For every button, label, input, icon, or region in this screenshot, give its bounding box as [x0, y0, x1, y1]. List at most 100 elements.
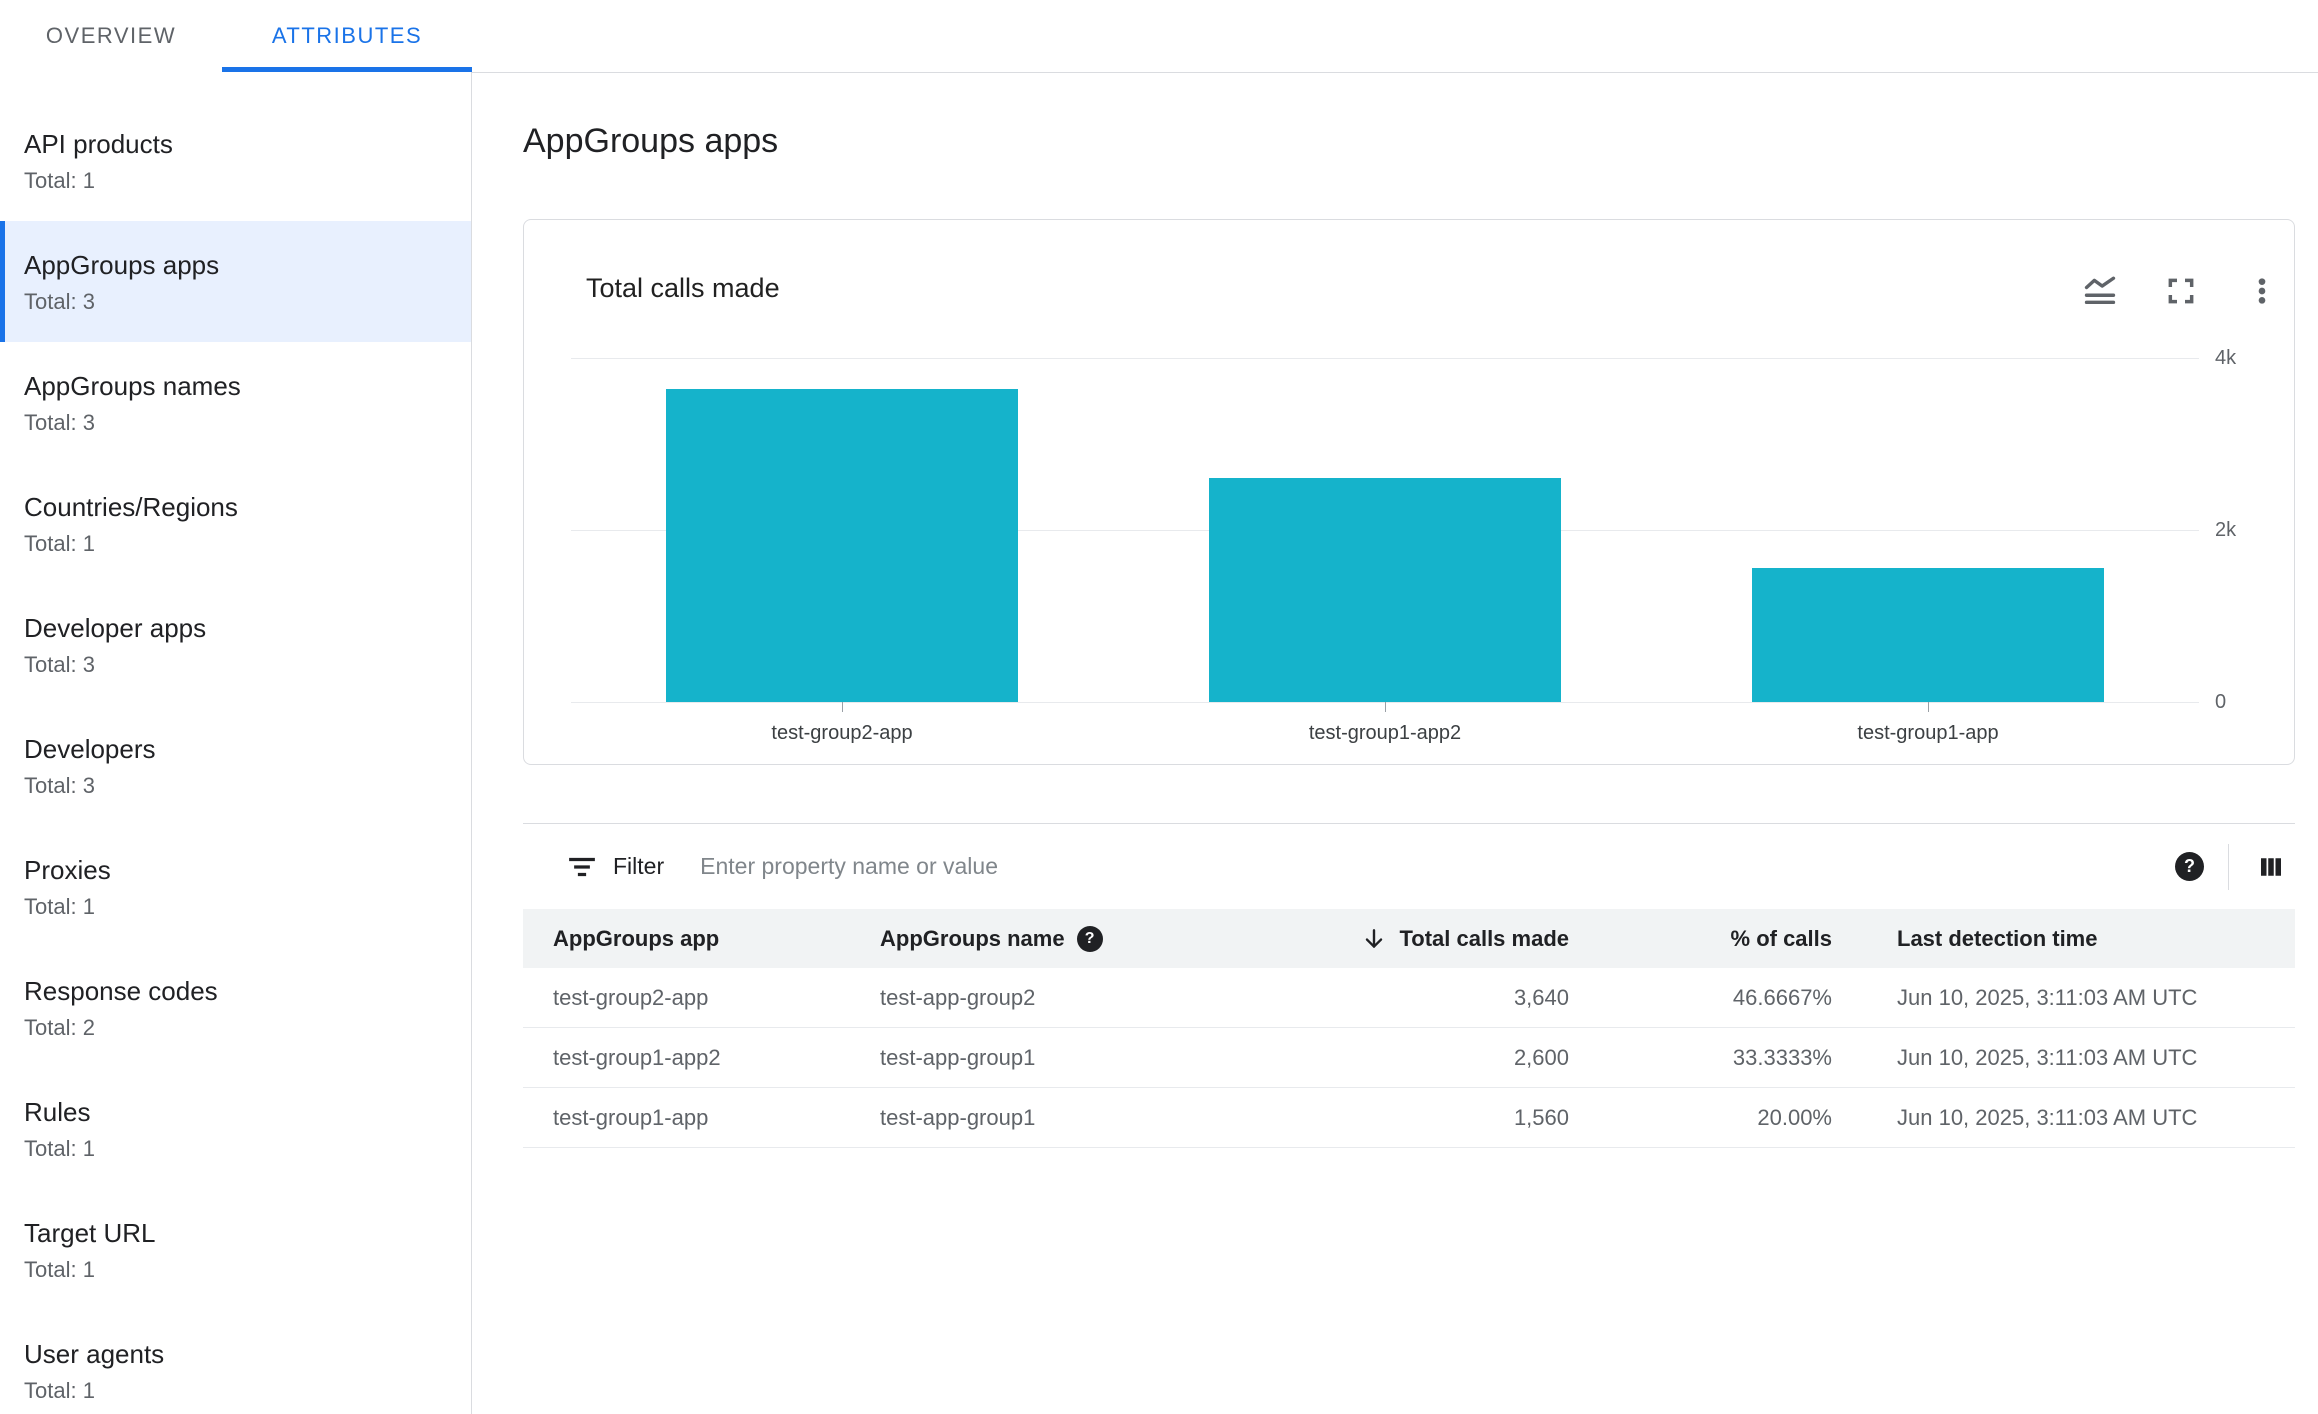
column-header-appgroups-app[interactable]: AppGroups app — [553, 925, 720, 951]
page-title: AppGroups apps — [523, 122, 779, 160]
sidebar-item-label: API products — [24, 128, 173, 159]
cell-appgroups-app: test-group1-app — [553, 1104, 709, 1130]
sidebar-item-total: Total: 1 — [24, 1256, 95, 1282]
sidebar-item-countries-regions[interactable]: Countries/Regions Total: 1 — [0, 463, 471, 584]
column-header-percent-of-calls[interactable]: % of calls — [1730, 925, 1832, 951]
column-header-last-detection-time[interactable]: Last detection time — [1897, 925, 2098, 951]
filter-icon — [569, 857, 595, 876]
tab-overview[interactable]: OVERVIEW — [0, 0, 222, 72]
column-settings-button[interactable] — [2253, 849, 2289, 885]
sidebar-item-developers[interactable]: Developers Total: 3 — [0, 705, 471, 826]
bar-chart: 4k 2k 0 test-group2-app test-group1-app2… — [524, 220, 2294, 764]
x-axis-tick — [1928, 702, 1929, 712]
more-vert-icon — [2258, 278, 2266, 304]
chart-card-actions — [2082, 273, 2280, 309]
sidebar-item-total: Total: 3 — [24, 772, 95, 798]
bar-test-group2-app[interactable] — [666, 389, 1018, 702]
sidebar-item-label: AppGroups apps — [24, 249, 220, 280]
attributes-table-section: Filter ? AppGroups app AppGroups name ? — [523, 823, 2295, 1148]
x-axis-tick — [842, 702, 843, 712]
chart-type-icon — [2084, 276, 2116, 305]
sidebar-item-total: Total: 2 — [24, 1014, 95, 1040]
sidebar-item-appgroups-names[interactable]: AppGroups names Total: 3 — [0, 342, 471, 463]
tab-attributes[interactable]: ATTRIBUTES — [222, 0, 472, 72]
sidebar-item-label: AppGroups names — [24, 370, 241, 401]
fullscreen-button[interactable] — [2163, 273, 2199, 309]
gridline-4k — [571, 358, 2199, 359]
filter-row: Filter ? — [523, 824, 2295, 909]
sidebar-item-appgroups-apps[interactable]: AppGroups apps Total: 3 — [0, 221, 471, 342]
tab-attributes-label: ATTRIBUTES — [271, 23, 423, 48]
sidebar-item-total: Total: 3 — [24, 651, 95, 677]
filter-input[interactable] — [698, 852, 2175, 881]
x-axis-tick — [1385, 702, 1386, 712]
sidebar-item-total: Total: 3 — [24, 409, 95, 435]
y-axis-tick-label: 0 — [2215, 691, 2227, 713]
tab-overview-label: OVERVIEW — [45, 23, 177, 48]
table-row: test-group1-app2 test-app-group1 2,600 3… — [523, 1028, 2295, 1088]
more-options-button[interactable] — [2244, 273, 2280, 309]
sort-descending-icon — [1361, 926, 1387, 952]
cell-total-calls: 3,640 — [1513, 984, 1569, 1010]
sidebar-item-label: Developers — [24, 733, 156, 764]
table-header-row: AppGroups app AppGroups name ? Total cal… — [523, 909, 2295, 968]
cell-appgroups-app: test-group1-app2 — [553, 1044, 721, 1070]
sidebar-item-total: Total: 3 — [24, 288, 95, 314]
sidebar-item-label: User agents — [24, 1338, 165, 1369]
x-axis-category-label: test-group1-app — [1857, 722, 1999, 744]
sidebar-item-developer-apps[interactable]: Developer apps Total: 3 — [0, 584, 471, 705]
filter-label: Filter — [613, 853, 665, 879]
cell-percent-calls: 20.00% — [1757, 1104, 1832, 1130]
table-row: test-group1-app test-app-group1 1,560 20… — [523, 1088, 2295, 1148]
sidebar-item-total: Total: 1 — [24, 893, 95, 919]
fullscreen-icon — [2168, 278, 2194, 304]
filter-row-divider — [2228, 843, 2229, 890]
column-header-appgroups-name[interactable]: AppGroups name ? — [880, 909, 1310, 968]
sidebar-item-proxies[interactable]: Proxies Total: 1 — [0, 826, 471, 947]
sidebar-item-label: Rules — [24, 1096, 91, 1127]
table-help-button[interactable]: ? — [2175, 852, 2204, 881]
sidebar-item-rules[interactable]: Rules Total: 1 — [0, 1068, 471, 1189]
chart-card: Total calls made — [523, 219, 2295, 765]
y-axis-tick-label: 4k — [2215, 347, 2237, 369]
sidebar-item-label: Developer apps — [24, 612, 207, 643]
cell-percent-calls: 46.6667% — [1732, 984, 1832, 1010]
table-row: test-group2-app test-app-group2 3,640 46… — [523, 968, 2295, 1028]
sidebar-item-response-codes[interactable]: Response codes Total: 2 — [0, 947, 471, 1068]
active-tab-underline — [222, 67, 472, 72]
appgroups-name-help-icon[interactable]: ? — [1076, 925, 1103, 952]
cell-last-detection: Jun 10, 2025, 3:11:03 AM UTC — [1897, 984, 2198, 1010]
cell-appgroups-name: test-app-group2 — [880, 984, 1036, 1010]
sidebar-item-total: Total: 1 — [24, 1135, 95, 1161]
cell-last-detection: Jun 10, 2025, 3:11:03 AM UTC — [1897, 1044, 2198, 1070]
sidebar-item-label: Proxies — [24, 854, 111, 885]
sidebar-item-total: Total: 1 — [24, 167, 95, 193]
sidebar-item-user-agents[interactable]: User agents Total: 1 — [0, 1310, 471, 1414]
cell-appgroups-name: test-app-group1 — [880, 1044, 1036, 1070]
chart-card-title: Total calls made — [586, 273, 780, 303]
chart-type-button[interactable] — [2082, 273, 2118, 309]
sidebar-item-total: Total: 1 — [24, 1377, 95, 1403]
cell-total-calls: 1,560 — [1513, 1104, 1569, 1130]
sidebar-item-api-products[interactable]: API products Total: 1 — [0, 100, 471, 221]
cell-appgroups-app: test-group2-app — [553, 984, 709, 1010]
attributes-sidebar: API products Total: 1 AppGroups apps Tot… — [0, 72, 472, 1414]
sidebar-item-label: Response codes — [24, 975, 218, 1006]
bar-test-group1-app[interactable] — [1752, 568, 2104, 702]
x-axis-category-label: test-group1-app2 — [1308, 722, 1462, 744]
bar-test-group1-app2[interactable] — [1209, 478, 1561, 702]
x-axis-category-label: test-group2-app — [771, 722, 913, 744]
sidebar-item-label: Target URL — [24, 1217, 156, 1248]
column-header-total-calls-made[interactable]: Total calls made — [1269, 909, 1569, 968]
columns-icon — [2261, 857, 2281, 876]
sidebar-item-target-url[interactable]: Target URL Total: 1 — [0, 1189, 471, 1310]
cell-total-calls: 2,600 — [1513, 1044, 1569, 1070]
cell-last-detection: Jun 10, 2025, 3:11:03 AM UTC — [1897, 1104, 2198, 1130]
sidebar-item-total: Total: 1 — [24, 530, 95, 556]
cell-percent-calls: 33.3333% — [1732, 1044, 1832, 1070]
y-axis-tick-label: 2k — [2215, 519, 2237, 541]
sidebar-item-label: Countries/Regions — [24, 491, 238, 522]
tab-bar: OVERVIEW ATTRIBUTES — [0, 0, 2318, 73]
cell-appgroups-name: test-app-group1 — [880, 1104, 1036, 1130]
